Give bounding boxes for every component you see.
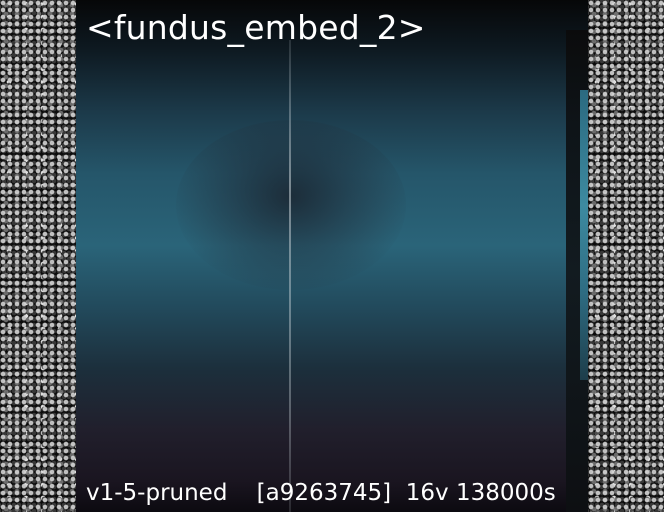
right-neighbor-image bbox=[588, 0, 664, 512]
left-neighbor-image bbox=[0, 0, 76, 512]
embedding-preview-image[interactable]: <fundus_embed_2> v1-5-pruned [a9263745] … bbox=[76, 0, 588, 512]
right-edge-strip bbox=[566, 30, 588, 512]
vertical-artifact-line bbox=[289, 40, 291, 512]
embedding-title: <fundus_embed_2> bbox=[86, 8, 426, 47]
fundus-vessel-pattern bbox=[176, 120, 406, 290]
right-edge-highlight bbox=[580, 90, 588, 380]
model-info-caption: v1-5-pruned [a9263745] 16v 138000s bbox=[86, 480, 556, 506]
